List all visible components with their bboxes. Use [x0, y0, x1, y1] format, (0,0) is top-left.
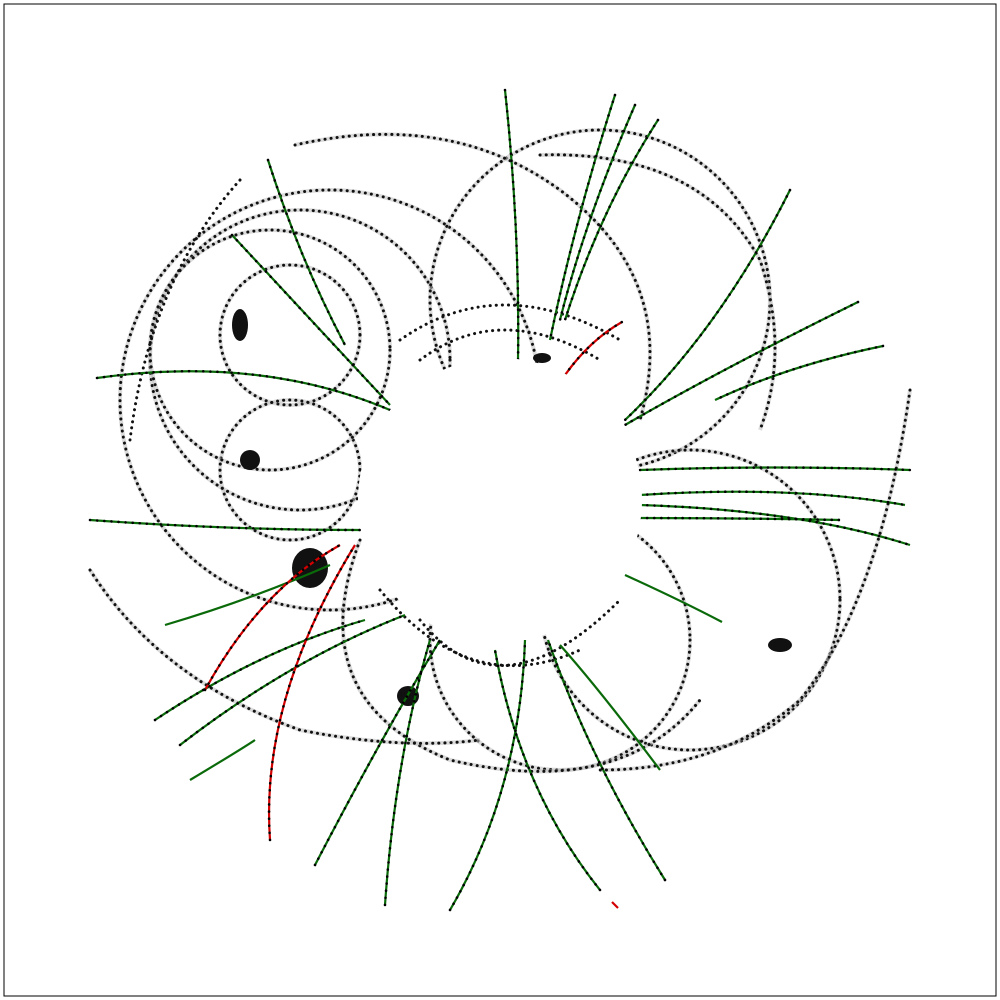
- arc: [341, 538, 702, 773]
- blob: [240, 450, 260, 470]
- arc: [418, 598, 622, 667]
- arc: [294, 132, 652, 421]
- arc: [398, 303, 622, 342]
- track: [563, 119, 659, 321]
- arc: [598, 388, 912, 772]
- loop: [218, 398, 362, 542]
- tracks: [88, 88, 912, 912]
- arc: [418, 328, 602, 362]
- track: [164, 563, 331, 627]
- blob: [232, 309, 248, 341]
- loop: [218, 263, 362, 407]
- loop: [148, 228, 392, 472]
- arc: [88, 568, 482, 745]
- track: [189, 739, 256, 781]
- track: [611, 901, 619, 909]
- inner-region: [358, 358, 642, 642]
- blob: [533, 353, 551, 363]
- blob: [768, 638, 792, 652]
- track: [559, 644, 661, 771]
- track-hits: [203, 320, 624, 842]
- track-hits: [88, 88, 912, 912]
- track: [624, 573, 723, 623]
